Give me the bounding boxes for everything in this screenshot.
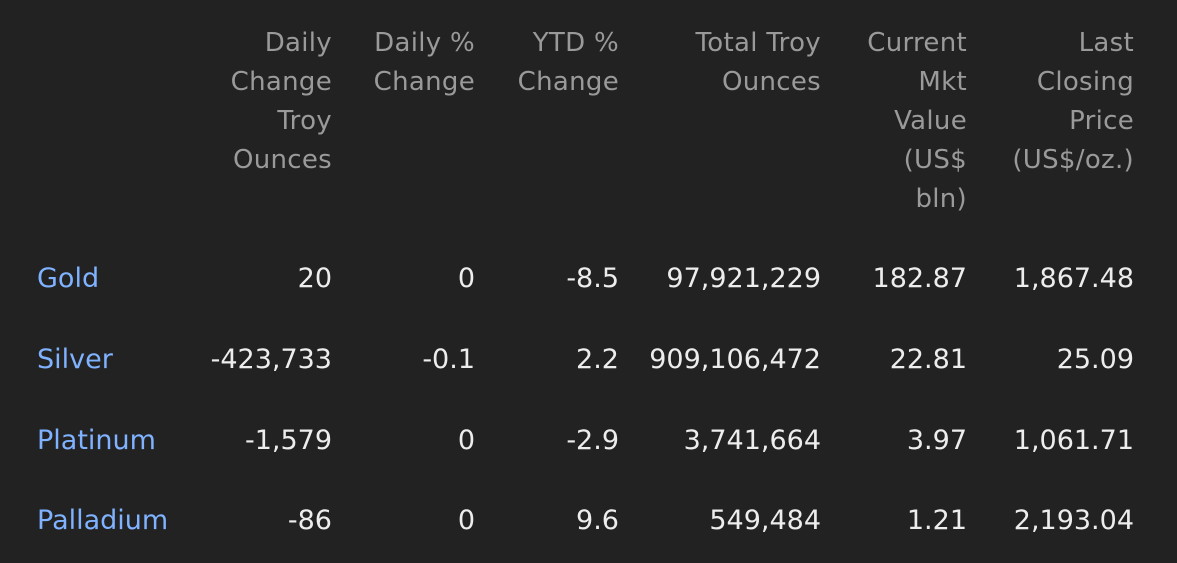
table-cell: -0.1	[422, 344, 475, 375]
metal-link-palladium[interactable]: Palladium	[37, 505, 169, 536]
table-cell: 0	[457, 505, 475, 536]
table-cell: 1,867.48	[1013, 263, 1134, 294]
table-cell: 9.6	[576, 505, 619, 536]
table-cell: -1,579	[244, 425, 332, 456]
metal-link-silver[interactable]: Silver	[37, 344, 113, 375]
header-daily-change-troy-ounces[interactable]: Daily Change Troy Ounces	[230, 28, 332, 175]
table-cell: 0	[457, 263, 475, 294]
table-cell: 22.81	[889, 344, 967, 375]
table-cell: 1.21	[906, 505, 967, 536]
header-total-troy-ounces[interactable]: Total Troy Ounces	[695, 28, 821, 97]
metal-link-gold[interactable]: Gold	[37, 263, 100, 294]
table-cell: 20	[297, 263, 332, 294]
table-cell: 3,741,664	[683, 425, 821, 456]
table-cell: -86	[287, 505, 332, 536]
header-ytd-pct-change[interactable]: YTD % Change	[517, 28, 619, 97]
table-cell: -8.5	[566, 263, 619, 294]
header-daily-pct-change[interactable]: Daily % Change	[373, 28, 475, 97]
header-current-mkt-value[interactable]: Current Mkt Value (US$ bln)	[867, 28, 967, 214]
table-cell: 2.2	[576, 344, 619, 375]
table-cell: 182.87	[872, 263, 967, 294]
table-cell: 97,921,229	[666, 263, 821, 294]
table-cell: -2.9	[566, 425, 619, 456]
table-cell: 25.09	[1056, 344, 1134, 375]
metal-link-platinum[interactable]: Platinum	[37, 425, 156, 456]
table-cell: 1,061.71	[1013, 425, 1134, 456]
table-cell: 909,106,472	[649, 344, 821, 375]
header-last-closing-price[interactable]: Last Closing Price (US$/oz.)	[1012, 28, 1134, 175]
table-cell: 3.97	[906, 425, 967, 456]
table-cell: 549,484	[709, 505, 821, 536]
table-cell: -423,733	[210, 344, 332, 375]
table-cell: 2,193.04	[1013, 505, 1134, 536]
table-cell: 0	[457, 425, 475, 456]
